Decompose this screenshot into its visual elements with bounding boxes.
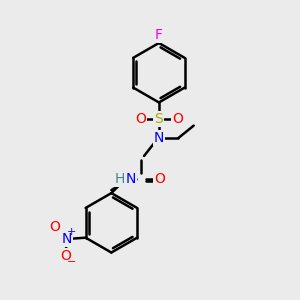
Text: +: + [67, 227, 76, 237]
Text: −: − [67, 257, 76, 267]
Text: N: N [125, 172, 136, 186]
Text: O: O [154, 172, 165, 186]
Text: N: N [154, 131, 164, 145]
Text: S: S [154, 112, 163, 126]
Text: O: O [49, 220, 60, 234]
Text: O: O [60, 249, 71, 263]
Text: O: O [135, 112, 146, 126]
Text: F: F [155, 28, 163, 42]
Text: O: O [172, 112, 183, 126]
Text: N: N [62, 232, 72, 246]
Text: H: H [115, 172, 125, 186]
